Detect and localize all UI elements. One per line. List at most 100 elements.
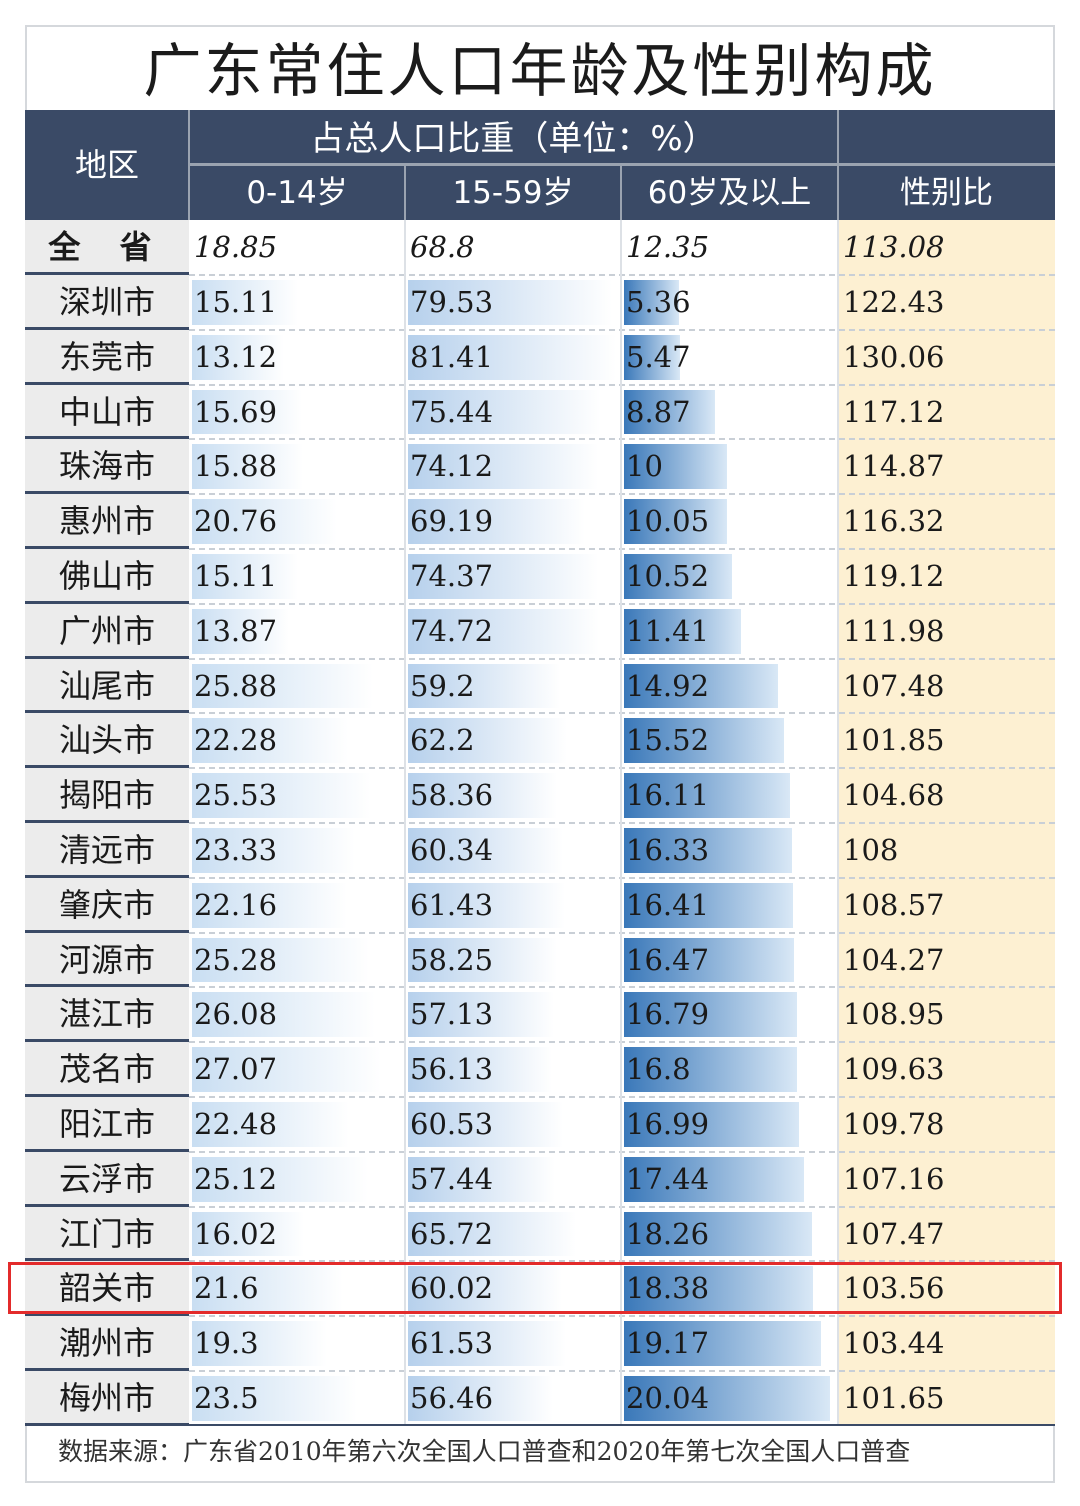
bar-0-14 bbox=[192, 554, 298, 599]
cell-0-14: 16.02 bbox=[189, 1207, 405, 1262]
region-label: 佛山市 bbox=[25, 549, 189, 604]
value-0-14: 22.48 bbox=[194, 1107, 278, 1141]
region-label: 肇庆市 bbox=[25, 877, 189, 933]
cell-0-14: 22.48 bbox=[189, 1097, 405, 1152]
value-0-14: 20.76 bbox=[194, 504, 278, 539]
bar-0-14 bbox=[192, 1266, 344, 1312]
bar-60-plus bbox=[624, 992, 797, 1038]
bar-15-59 bbox=[408, 718, 568, 764]
region-label: 河源市 bbox=[25, 932, 189, 988]
bar-60-plus bbox=[624, 1156, 804, 1202]
row-divider bbox=[189, 383, 1055, 386]
value-15-59: 58.25 bbox=[410, 942, 494, 977]
value-15-59: 60.53 bbox=[410, 1107, 494, 1141]
cell-sex-ratio: 101.65 bbox=[838, 1371, 1055, 1426]
cell-15-59: 56.46 bbox=[405, 1371, 621, 1426]
cell-0-14: 23.33 bbox=[189, 823, 405, 878]
value-60-plus: 20.04 bbox=[626, 1381, 710, 1415]
value-0-14: 13.87 bbox=[194, 613, 278, 648]
value-15-59: 74.72 bbox=[410, 613, 494, 648]
cell-60-plus: 19.17 bbox=[621, 1316, 838, 1371]
cell-15-59: 57.13 bbox=[405, 987, 621, 1042]
cell-60-plus: 5.36 bbox=[621, 275, 838, 330]
region-label: 广州市 bbox=[25, 603, 189, 659]
value-sex-ratio: 107.47 bbox=[843, 1216, 945, 1251]
total-sex-ratio: 113.08 bbox=[838, 220, 1055, 275]
value-15-59: 62.2 bbox=[410, 723, 475, 758]
value-60-plus: 17.44 bbox=[626, 1161, 710, 1196]
header-vline-3 bbox=[620, 166, 622, 220]
bar-0-14 bbox=[192, 992, 375, 1038]
value-0-14: 23.33 bbox=[194, 833, 278, 867]
value-15-59: 57.44 bbox=[410, 1161, 494, 1196]
value-0-14: 27.07 bbox=[194, 1052, 278, 1087]
value-sex-ratio: 107.48 bbox=[843, 668, 945, 703]
row-divider bbox=[189, 657, 1055, 660]
cell-15-59: 57.44 bbox=[405, 1152, 621, 1207]
body-vline-2 bbox=[620, 220, 622, 1426]
bar-15-59 bbox=[408, 992, 555, 1038]
cell-60-plus: 11.41 bbox=[621, 604, 838, 659]
region-label: 中山市 bbox=[25, 384, 189, 440]
value-15-59: 60.34 bbox=[410, 833, 494, 867]
bar-15-59 bbox=[408, 389, 602, 435]
cell-0-14: 13.87 bbox=[189, 604, 405, 659]
cell-sex-ratio: 109.63 bbox=[838, 1042, 1055, 1097]
header-vline-2 bbox=[404, 166, 406, 220]
row-divider bbox=[189, 1315, 1055, 1318]
region-label: 汕尾市 bbox=[25, 658, 189, 714]
row-divider bbox=[189, 548, 1055, 550]
region-label: 汕头市 bbox=[25, 713, 189, 769]
cell-15-59: 61.43 bbox=[405, 878, 621, 933]
value-60-plus: 16.33 bbox=[626, 833, 710, 867]
bar-0-14 bbox=[192, 663, 374, 709]
row-divider bbox=[189, 1205, 1055, 1208]
bar-0-14 bbox=[192, 882, 348, 928]
cell-sex-ratio: 111.98 bbox=[838, 604, 1055, 659]
cell-0-14: 26.08 bbox=[189, 987, 405, 1042]
bar-0-14 bbox=[192, 1376, 357, 1421]
value-0-14: 22.16 bbox=[194, 887, 278, 922]
bar-60-plus bbox=[624, 280, 680, 325]
cell-sex-ratio: 104.68 bbox=[838, 768, 1055, 823]
value-sex-ratio: 104.68 bbox=[843, 778, 945, 813]
cell-15-59: 75.44 bbox=[405, 385, 621, 440]
cell-sex-ratio: 119.12 bbox=[838, 549, 1055, 604]
bar-15-59 bbox=[408, 1211, 577, 1257]
bar-60-plus bbox=[624, 718, 784, 764]
cell-sex-ratio: 130.06 bbox=[838, 330, 1055, 385]
region-label: 揭阳市 bbox=[25, 768, 189, 823]
region-label: 云浮市 bbox=[25, 1151, 189, 1207]
cell-60-plus: 5.47 bbox=[621, 330, 838, 385]
total-label: 全 省 bbox=[25, 220, 189, 275]
value-0-14: 19.3 bbox=[194, 1326, 259, 1361]
value-60-plus: 8.87 bbox=[626, 394, 691, 429]
total-60-plus-value: 12.35 bbox=[626, 230, 710, 264]
value-60-plus: 16.47 bbox=[626, 942, 710, 977]
cell-0-14: 15.11 bbox=[189, 549, 405, 604]
cell-60-plus: 10.05 bbox=[621, 494, 838, 549]
cell-15-59: 60.34 bbox=[405, 823, 621, 878]
cell-0-14: 25.28 bbox=[189, 933, 405, 988]
header-0-14: 0-14岁 bbox=[189, 166, 405, 220]
bar-15-59 bbox=[408, 280, 612, 325]
bar-0-14 bbox=[192, 280, 298, 325]
header-vline-1 bbox=[188, 110, 190, 220]
cell-60-plus: 20.04 bbox=[621, 1371, 838, 1426]
value-15-59: 57.13 bbox=[410, 997, 494, 1032]
cell-sex-ratio: 108.57 bbox=[838, 878, 1055, 933]
value-0-14: 16.02 bbox=[194, 1216, 278, 1251]
row-divider bbox=[189, 876, 1055, 879]
value-0-14: 21.6 bbox=[194, 1271, 259, 1306]
table-bottom-line bbox=[25, 1424, 1055, 1426]
header-share-group: 占总人口比重（单位：%） bbox=[189, 110, 838, 166]
cell-60-plus: 16.79 bbox=[621, 987, 838, 1042]
row-divider bbox=[189, 712, 1055, 715]
region-label: 江门市 bbox=[25, 1206, 189, 1262]
cell-60-plus: 17.44 bbox=[621, 1152, 838, 1207]
value-0-14: 25.88 bbox=[194, 668, 278, 703]
bar-15-59 bbox=[408, 773, 558, 818]
bar-0-14 bbox=[192, 1156, 368, 1202]
value-60-plus: 16.79 bbox=[626, 997, 710, 1032]
bar-15-59 bbox=[408, 608, 600, 654]
